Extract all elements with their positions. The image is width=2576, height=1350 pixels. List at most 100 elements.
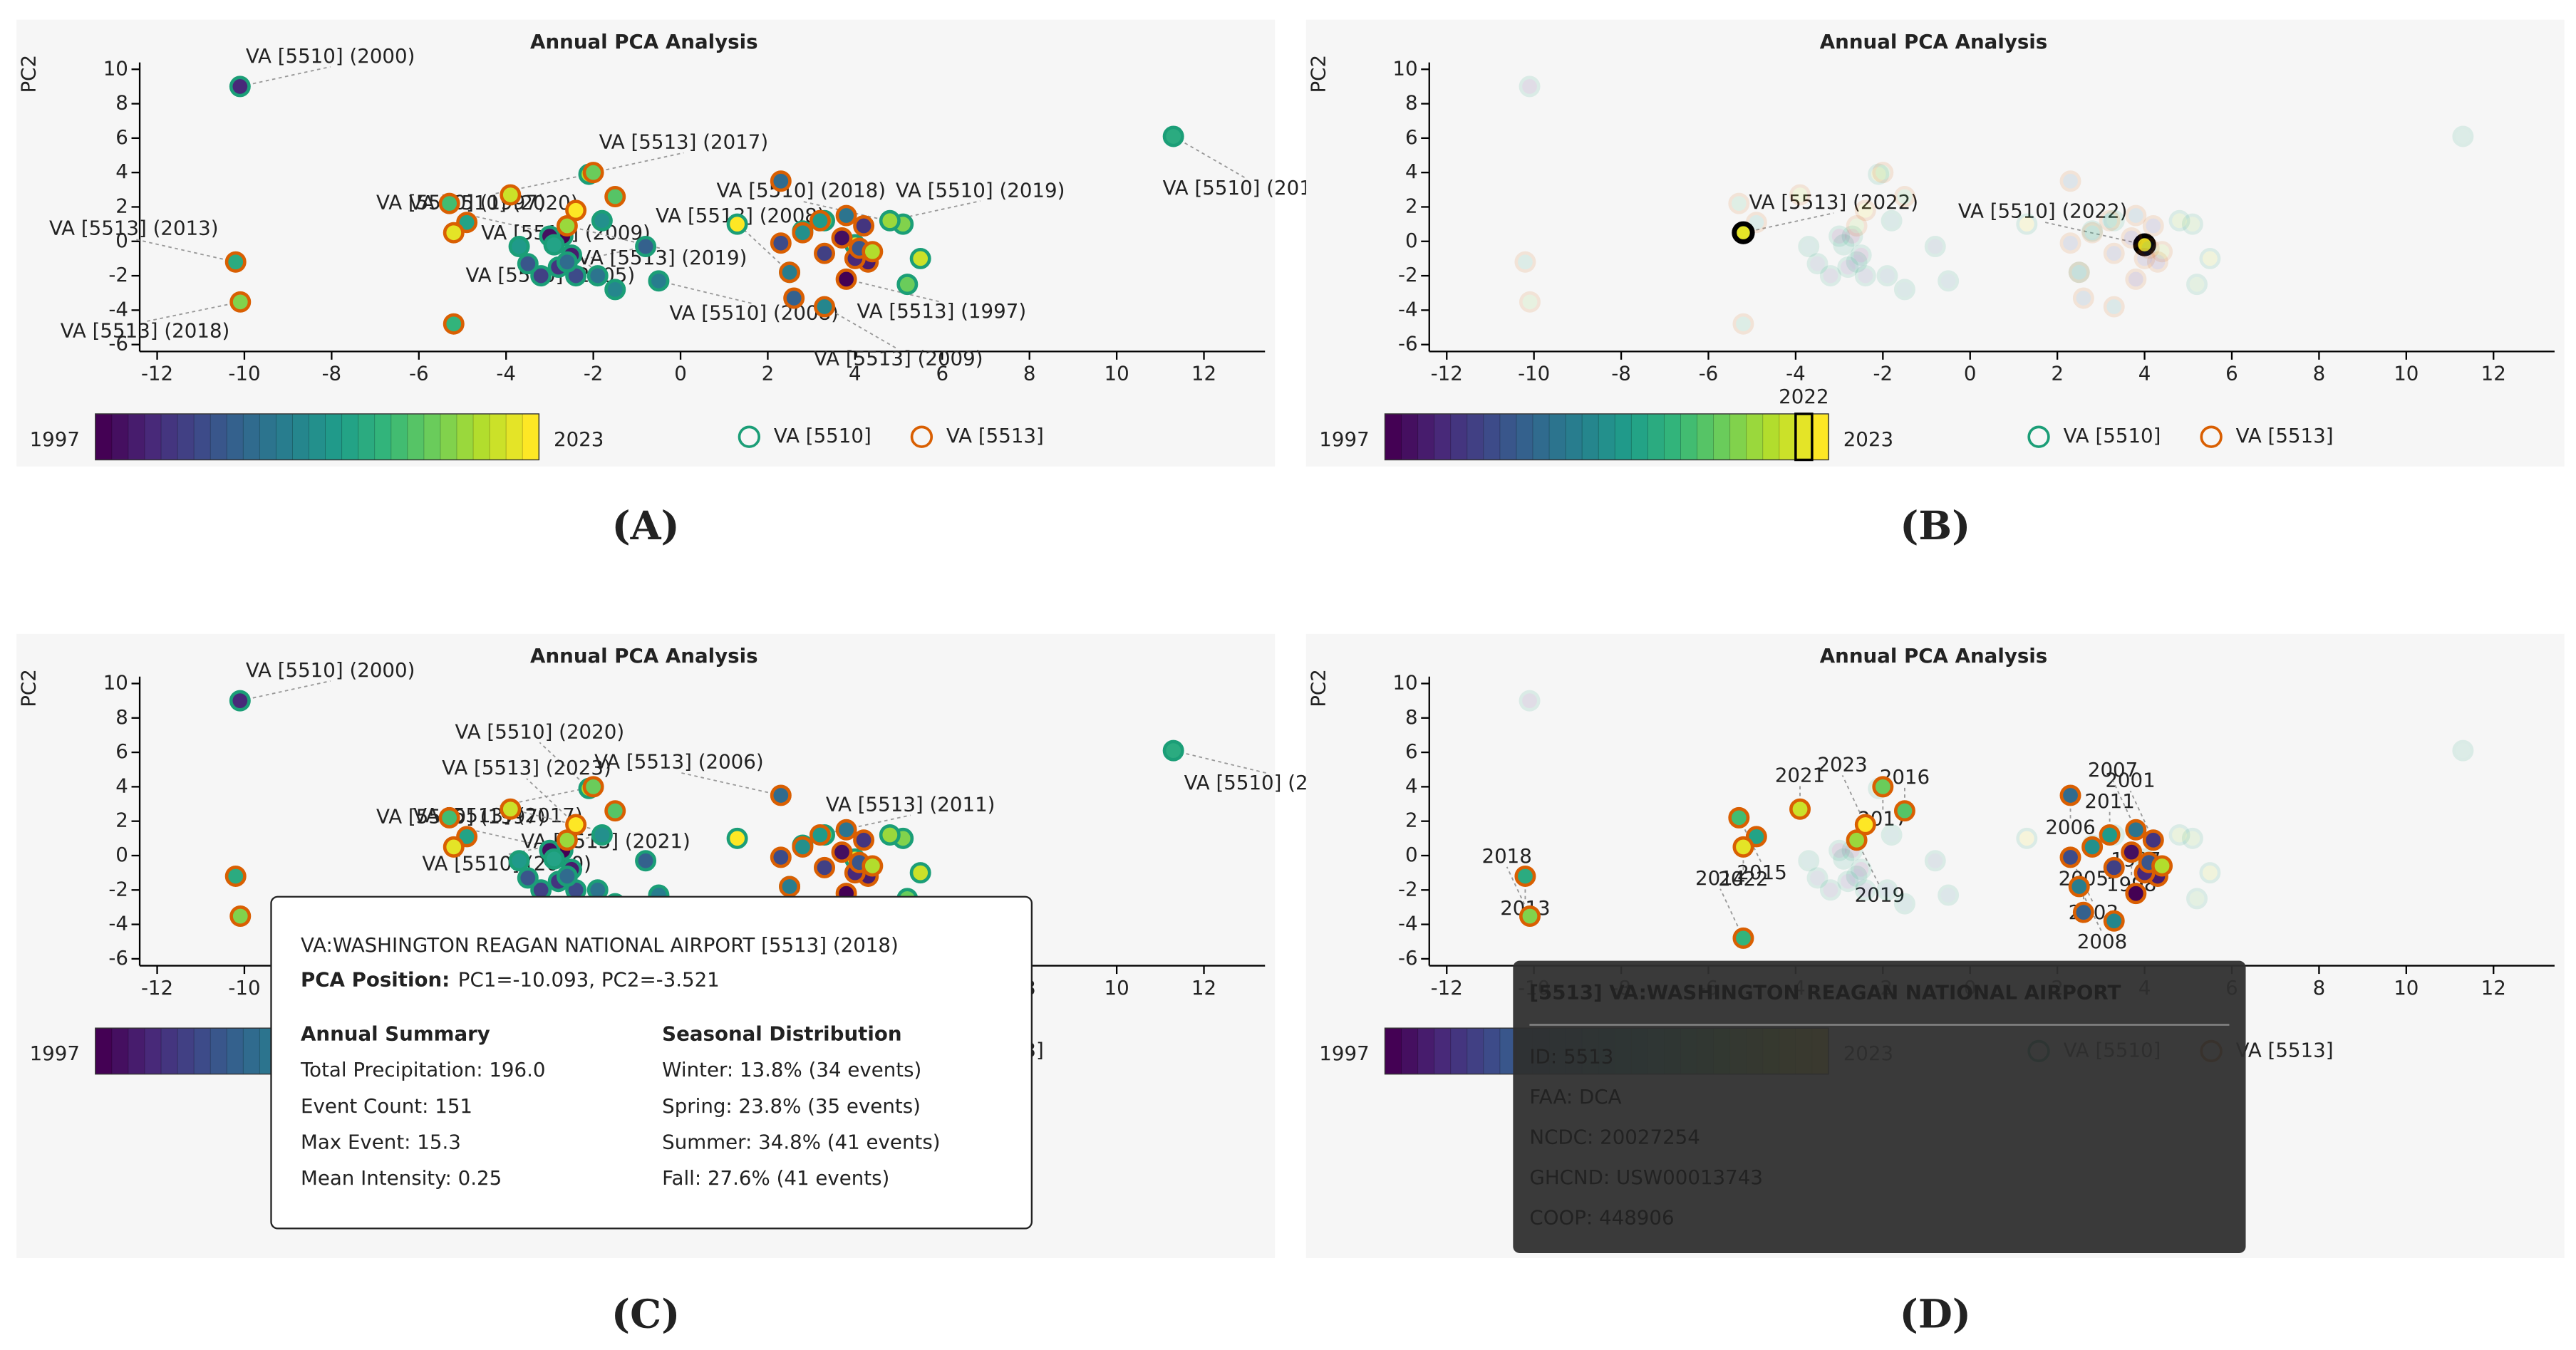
data-point bbox=[1850, 244, 1872, 266]
data-point bbox=[2186, 888, 2208, 910]
point-label: 2011 bbox=[2084, 789, 2134, 813]
data-point bbox=[543, 234, 565, 256]
data-point bbox=[530, 265, 552, 287]
data-point bbox=[1854, 199, 1876, 222]
point-label: 2015 bbox=[1737, 861, 1786, 884]
data-point bbox=[2133, 247, 2156, 269]
y-axis-label: PC2 bbox=[1306, 669, 1330, 707]
tooltip-heading: Annual Summary bbox=[301, 1022, 490, 1045]
colorbar-segment bbox=[472, 413, 491, 460]
y-tick-label: 0 bbox=[1405, 229, 1418, 252]
y-tick-label: 6 bbox=[1405, 125, 1418, 149]
colorbar-segment bbox=[1450, 1027, 1468, 1075]
colorbar-segment bbox=[1565, 413, 1583, 460]
data-point bbox=[1893, 893, 1915, 915]
colorbar-segment bbox=[505, 413, 524, 460]
data-point bbox=[809, 209, 831, 232]
point-label: VA [5510] (2020) bbox=[409, 191, 579, 214]
y-tick-label: -6 bbox=[1398, 332, 1418, 355]
legend-label: VA [5513] bbox=[2236, 424, 2334, 447]
data-point bbox=[1732, 221, 1755, 244]
data-point bbox=[2142, 215, 2164, 237]
data-point bbox=[2125, 883, 2147, 905]
point-label: VA [5513] (2009) bbox=[814, 346, 983, 370]
x-tick-label: 4 bbox=[2138, 362, 2151, 385]
data-point bbox=[648, 270, 670, 292]
data-point bbox=[1819, 879, 1841, 901]
colorbar-segment bbox=[177, 413, 195, 460]
data-point bbox=[1728, 192, 1750, 214]
label-leader bbox=[824, 306, 899, 351]
point-label: 2014 bbox=[1695, 866, 1745, 890]
data-point bbox=[604, 800, 626, 822]
colorbar-max-label: 2023 bbox=[554, 427, 604, 451]
data-point bbox=[2016, 213, 2038, 235]
y-tick-label: 8 bbox=[115, 705, 128, 729]
x-tick-label: 12 bbox=[1191, 976, 1216, 999]
colorbar-segment bbox=[226, 413, 244, 460]
colorbar-segment bbox=[160, 413, 179, 460]
y-tick-label: 8 bbox=[115, 91, 128, 115]
colorbar-segment bbox=[1795, 413, 1814, 460]
x-tick-label: 12 bbox=[2481, 362, 2506, 385]
data-point bbox=[2072, 901, 2094, 923]
colorbar-segment bbox=[1434, 413, 1452, 460]
data-point bbox=[543, 848, 565, 870]
data-point bbox=[2103, 296, 2125, 318]
data-point bbox=[783, 287, 805, 309]
colorbar-segment bbox=[226, 1027, 244, 1075]
tooltip-line: Mean Intensity: 0.25 bbox=[301, 1166, 502, 1190]
colorbar-segment bbox=[193, 1027, 212, 1075]
y-tick-label: 8 bbox=[1405, 91, 1418, 115]
colorbar-segment bbox=[160, 1027, 179, 1075]
colorbar-frame bbox=[1384, 413, 1829, 461]
data-point bbox=[229, 76, 251, 98]
colorbar-segment bbox=[1499, 413, 1518, 460]
colorbar-segment bbox=[325, 413, 343, 460]
y-tick-label: 6 bbox=[115, 125, 128, 149]
label-leader bbox=[539, 742, 590, 789]
data-point bbox=[2151, 855, 2173, 877]
data-point bbox=[831, 841, 853, 863]
tooltip-line: FAA: DCA bbox=[1529, 1085, 1621, 1108]
data-point bbox=[896, 274, 919, 296]
label-leader bbox=[1173, 749, 1269, 774]
data-point bbox=[2103, 856, 2125, 878]
point-label: VA [5510] (2020) bbox=[455, 720, 625, 743]
y-tick-label: -4 bbox=[1398, 912, 1418, 935]
data-point bbox=[1732, 313, 1754, 335]
data-point bbox=[229, 690, 251, 712]
x-tick-label: -10 bbox=[228, 976, 260, 999]
colorbar-segment bbox=[177, 1027, 195, 1075]
data-point bbox=[1872, 162, 1894, 184]
data-point bbox=[591, 824, 613, 846]
data-point bbox=[517, 867, 539, 889]
data-point bbox=[1938, 884, 1960, 906]
point-label: 2008 bbox=[2077, 930, 2127, 953]
colorbar-segment bbox=[1434, 1027, 1452, 1075]
label-leader bbox=[239, 680, 331, 702]
data-point bbox=[604, 185, 626, 207]
point-label: VA [5510] (2018) bbox=[716, 179, 886, 202]
data-point bbox=[853, 829, 875, 851]
x-tick-label: -10 bbox=[1518, 362, 1550, 385]
data-point bbox=[814, 856, 836, 878]
y-tick-label: -2 bbox=[1398, 877, 1418, 900]
colorbar-segment bbox=[423, 413, 442, 460]
label-leader bbox=[801, 200, 904, 225]
y-tick-label: 4 bbox=[115, 774, 128, 797]
y-tick-label: 2 bbox=[1405, 194, 1418, 217]
data-point bbox=[2059, 232, 2081, 254]
data-point bbox=[556, 251, 578, 273]
x-tick-label: -4 bbox=[496, 362, 516, 385]
data-point bbox=[2081, 222, 2104, 244]
data-point bbox=[2125, 819, 2147, 841]
data-point bbox=[1162, 125, 1184, 147]
data-point bbox=[2099, 209, 2121, 232]
data-point bbox=[635, 850, 657, 872]
colorbar-segment bbox=[1401, 1027, 1419, 1075]
data-point bbox=[1828, 839, 1851, 861]
legend-label: VA [5510] bbox=[774, 424, 871, 447]
data-point bbox=[2059, 846, 2081, 868]
